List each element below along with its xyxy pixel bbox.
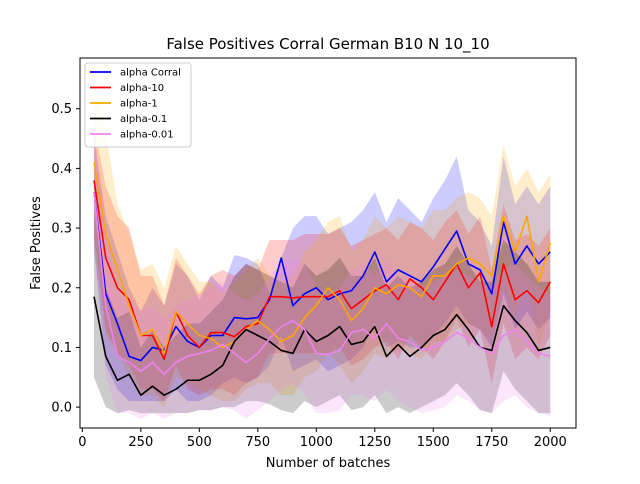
- x-tick-label: 1000: [300, 435, 333, 450]
- y-tick-label: 0.2: [51, 281, 72, 296]
- x-tick-label: 1500: [417, 435, 450, 450]
- y-tick-label: 0.5: [51, 102, 72, 117]
- band-alpha-1: [94, 78, 551, 408]
- x-tick-label: 750: [245, 435, 270, 450]
- legend-label-alpha-1: alpha-1: [120, 99, 158, 110]
- legend: alpha Corral alpha-10 alpha-1 alpha-0.1 alph…: [84, 62, 192, 148]
- x-axis-label: Number of batches: [266, 456, 391, 471]
- plot-frame: [79, 57, 577, 429]
- y-tick-label: 0.1: [51, 341, 72, 356]
- x-tick-label: 1750: [475, 435, 508, 450]
- band-alpha-10: [94, 126, 551, 402]
- y-tick-label: 0.3: [51, 222, 72, 237]
- x-axis: 0 250 500 750 1000 1250 1500 1750 2000: [78, 428, 567, 450]
- y-axis-label: False Positives: [29, 196, 44, 290]
- plot-area: [93, 78, 552, 420]
- series-lines: [93, 162, 552, 396]
- y-tick-label: 0.4: [51, 162, 72, 177]
- x-tick-label: 2000: [534, 435, 567, 450]
- legend-label-alpha-10: alpha-10: [120, 83, 164, 94]
- line-alpha-0-01: [93, 192, 551, 376]
- line-alpha-0-1: [93, 296, 551, 396]
- x-tick-label: 500: [187, 435, 212, 450]
- band-alpha-0-1: [94, 210, 551, 414]
- legend-label-alpha-corral: alpha Corral: [120, 68, 181, 79]
- y-axis: 0.0 0.1 0.2 0.3 0.4 0.5: [51, 102, 80, 416]
- x-tick-label: 0: [78, 435, 86, 450]
- legend-label-alpha-0-1: alpha-0.1: [120, 114, 167, 125]
- legend-box: [84, 62, 192, 148]
- chart-title: False Positives Corral German B10 N 10_1…: [166, 35, 489, 54]
- x-tick-label: 250: [128, 435, 153, 450]
- x-tick-label: 1250: [358, 435, 391, 450]
- y-tick-label: 0.0: [51, 401, 72, 416]
- legend-label-alpha-0-01: alpha-0.01: [120, 130, 174, 141]
- line-alpha-1: [93, 162, 552, 355]
